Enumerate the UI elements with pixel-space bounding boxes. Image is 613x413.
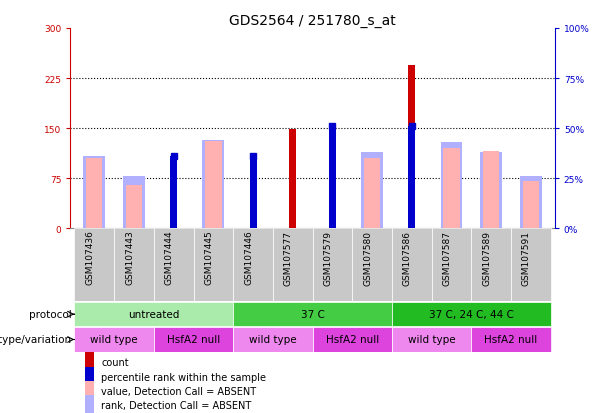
- Text: GSM107587: GSM107587: [443, 230, 452, 285]
- Text: count: count: [101, 358, 129, 368]
- Bar: [154, 228, 194, 302]
- Bar: [392, 328, 471, 352]
- Text: HsfA2 null: HsfA2 null: [167, 335, 220, 345]
- Text: GSM107586: GSM107586: [403, 230, 412, 285]
- Bar: [329, 127, 336, 228]
- Bar: [194, 228, 233, 302]
- Bar: [392, 228, 432, 302]
- Bar: [352, 228, 392, 302]
- Bar: [123, 177, 145, 228]
- Bar: [483, 152, 500, 228]
- Text: GSM107445: GSM107445: [204, 230, 213, 285]
- Bar: [83, 157, 105, 228]
- Text: GSM107589: GSM107589: [482, 230, 491, 285]
- Bar: [523, 182, 539, 228]
- Bar: [471, 328, 551, 352]
- Bar: [392, 302, 551, 327]
- Text: 37 C: 37 C: [301, 309, 324, 319]
- Bar: [85, 367, 94, 387]
- Text: GSM107436: GSM107436: [85, 230, 94, 285]
- Bar: [86, 159, 102, 228]
- Bar: [154, 328, 233, 352]
- Text: percentile rank within the sample: percentile rank within the sample: [101, 372, 266, 382]
- Bar: [205, 142, 221, 228]
- Bar: [170, 165, 177, 228]
- Bar: [249, 172, 257, 228]
- Title: GDS2564 / 251780_s_at: GDS2564 / 251780_s_at: [229, 14, 396, 28]
- Bar: [85, 381, 94, 401]
- Text: protocol: protocol: [29, 309, 71, 319]
- Bar: [329, 126, 336, 228]
- Text: HsfA2 null: HsfA2 null: [326, 335, 379, 345]
- Bar: [441, 143, 462, 228]
- Text: GSM107446: GSM107446: [244, 230, 253, 285]
- Text: 37 C, 24 C, 44 C: 37 C, 24 C, 44 C: [429, 309, 514, 319]
- Text: GSM107579: GSM107579: [324, 230, 332, 285]
- Bar: [313, 328, 392, 352]
- Bar: [273, 228, 313, 302]
- Bar: [126, 185, 142, 228]
- Bar: [511, 228, 551, 302]
- Bar: [85, 353, 94, 373]
- Bar: [471, 228, 511, 302]
- Bar: [408, 127, 416, 228]
- Text: GSM107577: GSM107577: [284, 230, 293, 285]
- Text: GSM107444: GSM107444: [165, 230, 173, 285]
- Text: GSM107443: GSM107443: [125, 230, 134, 285]
- Bar: [249, 157, 257, 228]
- Bar: [233, 328, 313, 352]
- Bar: [233, 228, 273, 302]
- Text: value, Detection Call = ABSENT: value, Detection Call = ABSENT: [101, 386, 256, 396]
- Bar: [233, 302, 392, 327]
- Bar: [74, 228, 114, 302]
- Bar: [432, 228, 471, 302]
- Text: wild type: wild type: [90, 335, 138, 345]
- Bar: [313, 228, 352, 302]
- Text: rank, Detection Call = ABSENT: rank, Detection Call = ABSENT: [101, 400, 251, 410]
- Bar: [481, 153, 502, 228]
- Text: wild type: wild type: [408, 335, 455, 345]
- Bar: [408, 66, 416, 228]
- Text: untreated: untreated: [128, 309, 180, 319]
- Bar: [443, 149, 460, 228]
- Text: GSM107591: GSM107591: [522, 230, 531, 285]
- Bar: [202, 141, 224, 228]
- Bar: [74, 328, 154, 352]
- Bar: [85, 395, 94, 413]
- Text: genotype/variation: genotype/variation: [0, 335, 71, 345]
- Bar: [364, 159, 380, 228]
- Text: HsfA2 null: HsfA2 null: [484, 335, 538, 345]
- Bar: [289, 130, 296, 228]
- Bar: [170, 157, 177, 228]
- Text: GSM107580: GSM107580: [363, 230, 372, 285]
- Bar: [520, 177, 542, 228]
- Text: wild type: wild type: [249, 335, 297, 345]
- Bar: [74, 302, 233, 327]
- Bar: [114, 228, 154, 302]
- Bar: [361, 153, 383, 228]
